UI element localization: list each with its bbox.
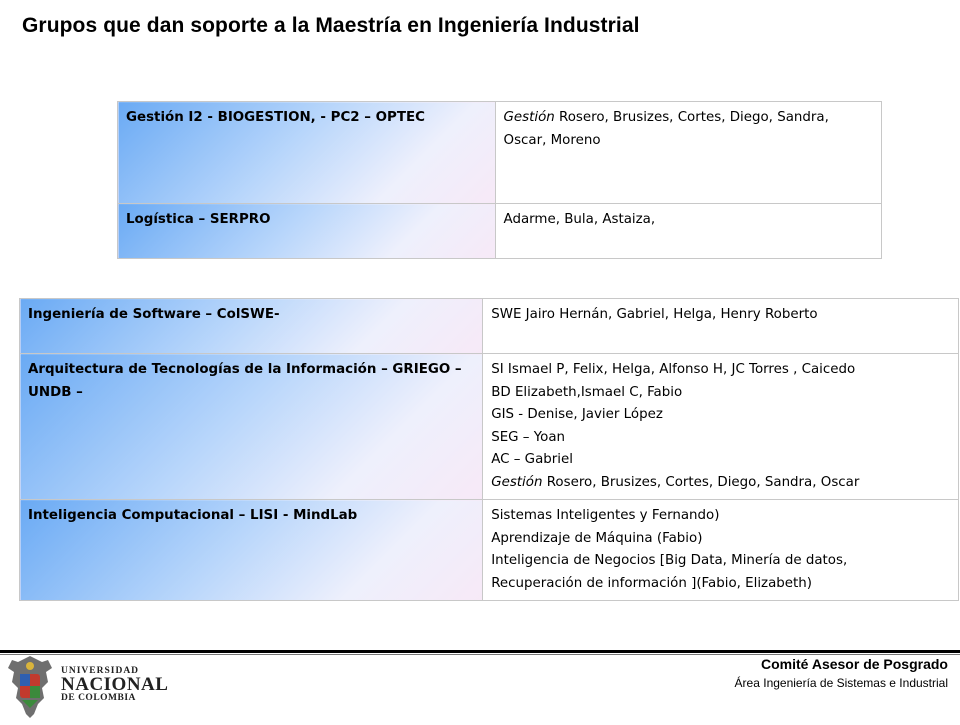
university-line-2: NACIONAL [61,674,169,695]
group-name-cell: Logística – SERPRO [117,203,496,259]
university-line-3: DE COLOMBIA [61,693,136,703]
members-line: Gestión Rosero, Brusizes, Cortes, Diego,… [491,472,952,495]
page-title: Grupos que dan soporte a la Maestría en … [22,14,640,37]
footer-committee: Comité Asesor de Posgrado Área Ingenierí… [735,656,948,690]
members-text: Rosero, Brusizes, Cortes, Diego, Sandra,… [546,474,860,490]
university-name: UNIVERSIDAD NACIONAL DE COLOMBIA [61,652,168,703]
groups-table-2: Ingeniería de Software – ColSWE- SWE Jai… [18,298,959,601]
group-name-cell: Gestión I2 - BIOGESTION, - PC2 – OPTEC [117,101,496,204]
table-row: Ingeniería de Software – ColSWE- SWE Jai… [18,298,959,354]
coat-of-arms-icon [8,656,52,718]
groups-table-1: Gestión I2 - BIOGESTION, - PC2 – OPTEC G… [117,101,883,259]
members-italic: Gestión [491,474,547,490]
members-line: SEG – Yoan [491,429,566,445]
group-name-cell: Arquitectura de Tecnologías de la Inform… [18,353,484,500]
area-name: Área Ingeniería de Sistemas e Industrial [734,676,948,690]
footer-divider [0,650,960,653]
members-text: Adarme, Bula, Astaiza, [503,212,656,227]
members-cell: SI Ismael P, Felix, Helga, Alfonso H, JC… [482,353,959,500]
group-name-cell: Ingeniería de Software – ColSWE- [18,298,484,354]
table-row: Logística – SERPRO Adarme, Bula, Astaiza… [117,203,883,259]
members-cell: Adarme, Bula, Astaiza, [494,203,883,259]
members-line: BD Elizabeth,Ismael C, Fabio [491,384,683,400]
members-cell: Sistemas Inteligentes y Fernando) Aprend… [482,499,959,601]
members-line: Inteligencia de Negocios [Big Data, Mine… [491,553,848,568]
table-row: Inteligencia Computacional – LISI - Mind… [18,499,959,601]
group-name-cell: Inteligencia Computacional – LISI - Mind… [18,499,484,601]
members-italic: Gestión [503,110,560,125]
footer-divider-thin [0,654,960,655]
members-line: Recuperación de información ](Fabio, Eli… [491,575,812,591]
university-logo: UNIVERSIDAD NACIONAL DE COLOMBIA [4,652,174,720]
members-line: GIS - Denise, Javier López [491,407,663,422]
table-row: Gestión I2 - BIOGESTION, - PC2 – OPTEC G… [117,101,883,204]
members-cell: Gestión Rosero, Brusizes, Cortes, Diego,… [494,101,883,204]
university-line-1: UNIVERSIDAD [61,666,140,676]
committee-name: Comité Asesor de Posgrado [761,656,948,672]
members-line: Sistemas Inteligentes y Fernando) [491,508,720,523]
members-line: SWE Jairo Hernán, Gabriel, Helga, Henry … [491,307,818,322]
table-row: Arquitectura de Tecnologías de la Inform… [18,353,959,500]
members-line: AC – Gabriel [491,452,573,467]
members-line: Aprendizaje de Máquina (Fabio) [491,530,703,546]
members-text: Rosero, Brusizes, Cortes, Diego, Sandra,… [503,110,829,148]
members-line: SI Ismael P, Felix, Helga, Alfonso H, JC… [491,362,856,377]
members-cell: SWE Jairo Hernán, Gabriel, Helga, Henry … [482,298,959,354]
